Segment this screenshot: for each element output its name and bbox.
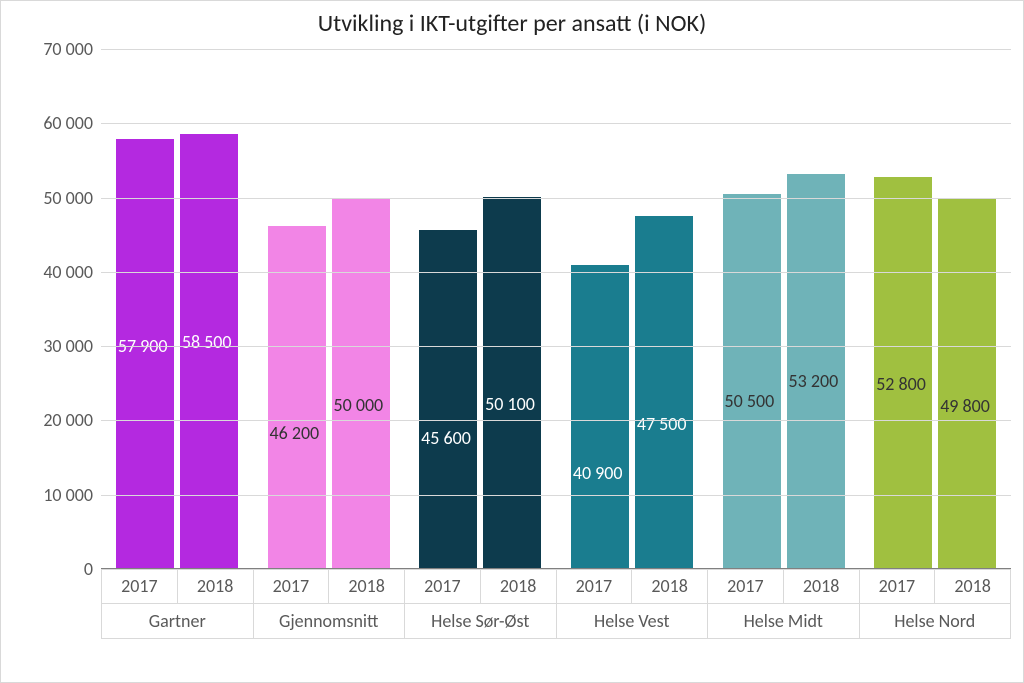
x-axis-category-label: Helse Midt [708,604,859,638]
y-axis-label: 20 000 [43,409,101,431]
bar: 58 500 [180,134,238,569]
bar-data-label: 49 800 [940,395,990,417]
bar-data-label: 40 900 [573,462,623,484]
x-axis-year-label: 2018 [329,569,404,603]
bar: 53 200 [787,174,845,569]
x-axis-year-label: 2018 [178,569,253,603]
bar-data-label: 50 000 [334,394,384,416]
bar: 49 800 [938,199,996,569]
x-axis-year-label: 2018 [935,569,1010,603]
bar-group: 52 800 49 800 [859,49,1011,569]
chart-title: Utvikling i IKT-utgifter per ansatt (i N… [1,1,1023,38]
bar-data-label: 52 800 [876,373,926,395]
x-axis-group: 20172018Helse Midt [707,569,859,639]
grid-line [101,272,1011,273]
x-axis-group: 20172018Helse Nord [859,569,1012,639]
x-axis-category-label: Gartner [102,604,253,638]
bar: 57 900 [116,139,174,569]
x-axis-group: 20172018Helse Vest [556,569,708,639]
bar: 45 600 [419,230,477,569]
y-axis-label: 0 [84,558,101,580]
y-axis-label: 40 000 [43,261,101,283]
bar-data-label: 58 500 [182,331,232,353]
bar: 40 900 [571,265,629,569]
x-axis-year-row: 20172018 [405,569,556,604]
y-axis-label: 50 000 [43,187,101,209]
bar-group: 46 200 50 000 [253,49,405,569]
x-axis-year-label: 2018 [632,569,707,603]
x-axis-year-label: 2018 [784,569,859,603]
y-axis-label: 10 000 [43,484,101,506]
grid-line [101,346,1011,347]
grid-line [101,198,1011,199]
x-axis-year-row: 20172018 [860,569,1011,604]
y-axis-label: 70 000 [43,38,101,60]
x-axis-year-label: 2017 [557,569,633,603]
bars-region: 57 900 58 500 46 200 50 000 45 600 50 100 40 9… [101,49,1011,569]
y-axis-label: 30 000 [43,335,101,357]
bar-data-label: 50 100 [485,393,535,415]
x-axis-year-label: 2017 [102,569,178,603]
grid-line [101,123,1011,124]
x-axis-category-label: Helse Vest [557,604,708,638]
y-axis-label: 60 000 [43,112,101,134]
x-axis-year-label: 2017 [405,569,481,603]
grid-line [101,49,1011,50]
bar-group: 50 500 53 200 [708,49,860,569]
bar: 50 500 [723,194,781,569]
bar: 47 500 [635,216,693,569]
x-axis-year-label: 2017 [254,569,330,603]
bar: 52 800 [874,177,932,569]
bar: 50 000 [332,198,390,569]
bar-group: 45 600 50 100 [404,49,556,569]
x-axis-category-label: Helse Nord [860,604,1011,638]
x-axis-year-row: 20172018 [254,569,405,604]
bar: 46 200 [268,226,326,569]
bar-data-label: 50 500 [725,390,775,412]
bar-group: 40 900 47 500 [556,49,708,569]
bar-group: 57 900 58 500 [101,49,253,569]
x-axis: 20172018Gartner20172018Gjennomsnitt20172… [101,569,1011,639]
bar-data-label: 53 200 [789,370,839,392]
grid-line [101,495,1011,496]
x-axis-year-label: 2017 [860,569,936,603]
x-axis-year-row: 20172018 [102,569,253,604]
x-axis-year-row: 20172018 [708,569,859,604]
bar-data-label: 46 200 [270,422,320,444]
bar-data-label: 47 500 [637,413,687,435]
x-axis-year-label: 2018 [481,569,556,603]
plot-area: 57 900 58 500 46 200 50 000 45 600 50 100 40 9… [101,49,1011,569]
x-axis-group: 20172018Gartner [101,569,253,639]
x-axis-group: 20172018Helse Sør-Øst [404,569,556,639]
x-axis-group: 20172018Gjennomsnitt [253,569,405,639]
x-axis-year-row: 20172018 [557,569,708,604]
chart-container: Utvikling i IKT-utgifter per ansatt (i N… [0,0,1024,683]
grid-line [101,420,1011,421]
x-axis-year-label: 2017 [708,569,784,603]
x-axis-category-label: Helse Sør-Øst [405,604,556,638]
bar: 50 100 [483,197,541,569]
bar-data-label: 45 600 [421,427,471,449]
x-axis-category-label: Gjennomsnitt [254,604,405,638]
